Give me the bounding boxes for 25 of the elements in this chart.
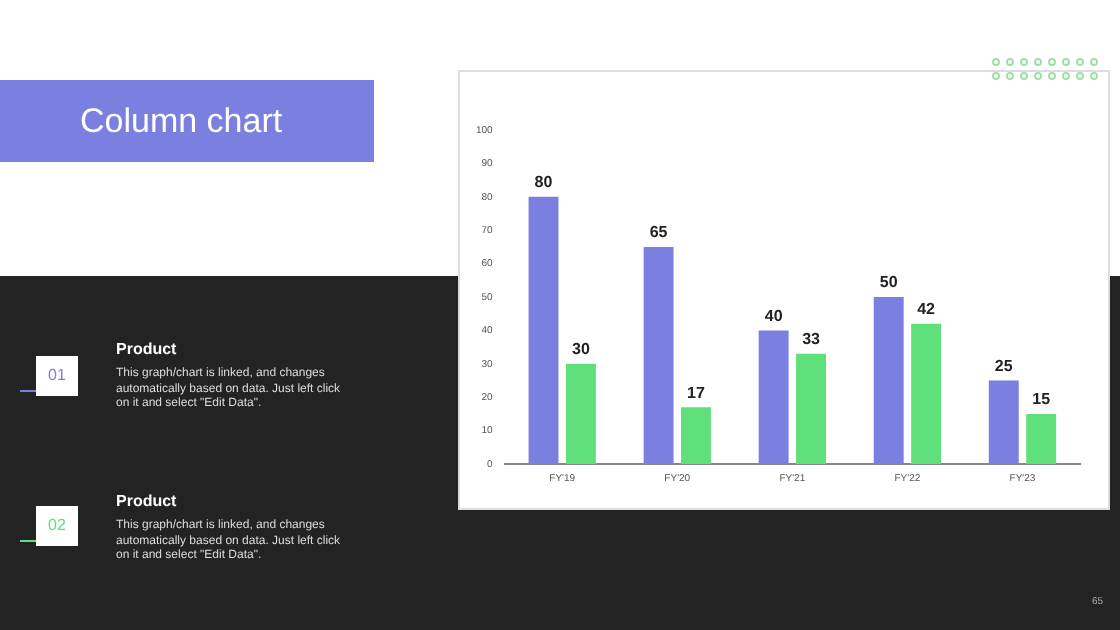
- bar: [681, 407, 711, 464]
- bar: [1026, 413, 1057, 464]
- bar: [911, 323, 942, 464]
- data-label: 80: [534, 173, 554, 192]
- bar: [758, 330, 789, 464]
- text: Product: [116, 340, 177, 358]
- bar: [565, 363, 596, 464]
- data-label: 15: [1032, 390, 1052, 409]
- data-label: 25: [994, 356, 1014, 375]
- text: 01: [36, 356, 78, 396]
- bar: [528, 196, 559, 464]
- bar: [873, 297, 904, 464]
- data-label: 50: [879, 273, 899, 292]
- bar: [988, 380, 1019, 464]
- text: Column chart: [0, 80, 374, 162]
- bar: [796, 353, 826, 464]
- data-label: 65: [649, 223, 669, 242]
- data-label: 42: [917, 300, 937, 319]
- data-label: 40: [764, 306, 784, 325]
- text: Product: [116, 492, 177, 510]
- text: 02: [36, 506, 78, 546]
- data-label: 30: [572, 340, 591, 359]
- data-label: 17: [687, 383, 706, 402]
- bar: [643, 246, 674, 464]
- data-label: 33: [802, 330, 822, 349]
